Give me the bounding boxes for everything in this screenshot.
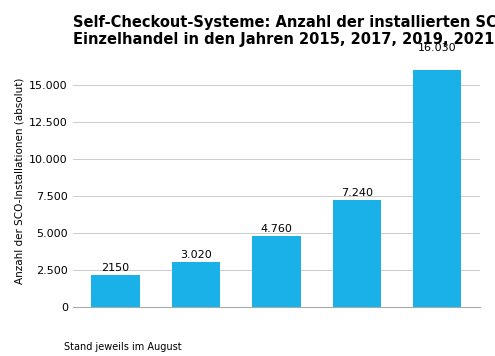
Bar: [252, 236, 300, 307]
Text: 7.240: 7.240: [341, 188, 373, 198]
Text: 4.760: 4.760: [260, 225, 293, 235]
Bar: [172, 262, 220, 307]
Text: 16.030: 16.030: [418, 43, 457, 53]
Text: Self-Checkout-Systeme: Anzahl der installierten SCO-Kassen im deutschen
Einzelha: Self-Checkout-Systeme: Anzahl der instal…: [73, 15, 495, 47]
Bar: [91, 275, 140, 307]
Bar: [413, 70, 461, 307]
Y-axis label: Anzahl der SCO-Installationen (absolut): Anzahl der SCO-Installationen (absolut): [15, 78, 25, 284]
Bar: [333, 200, 381, 307]
Text: 2150: 2150: [101, 263, 130, 273]
Text: Stand jeweils im August: Stand jeweils im August: [64, 342, 182, 352]
Text: 3.020: 3.020: [180, 250, 212, 260]
